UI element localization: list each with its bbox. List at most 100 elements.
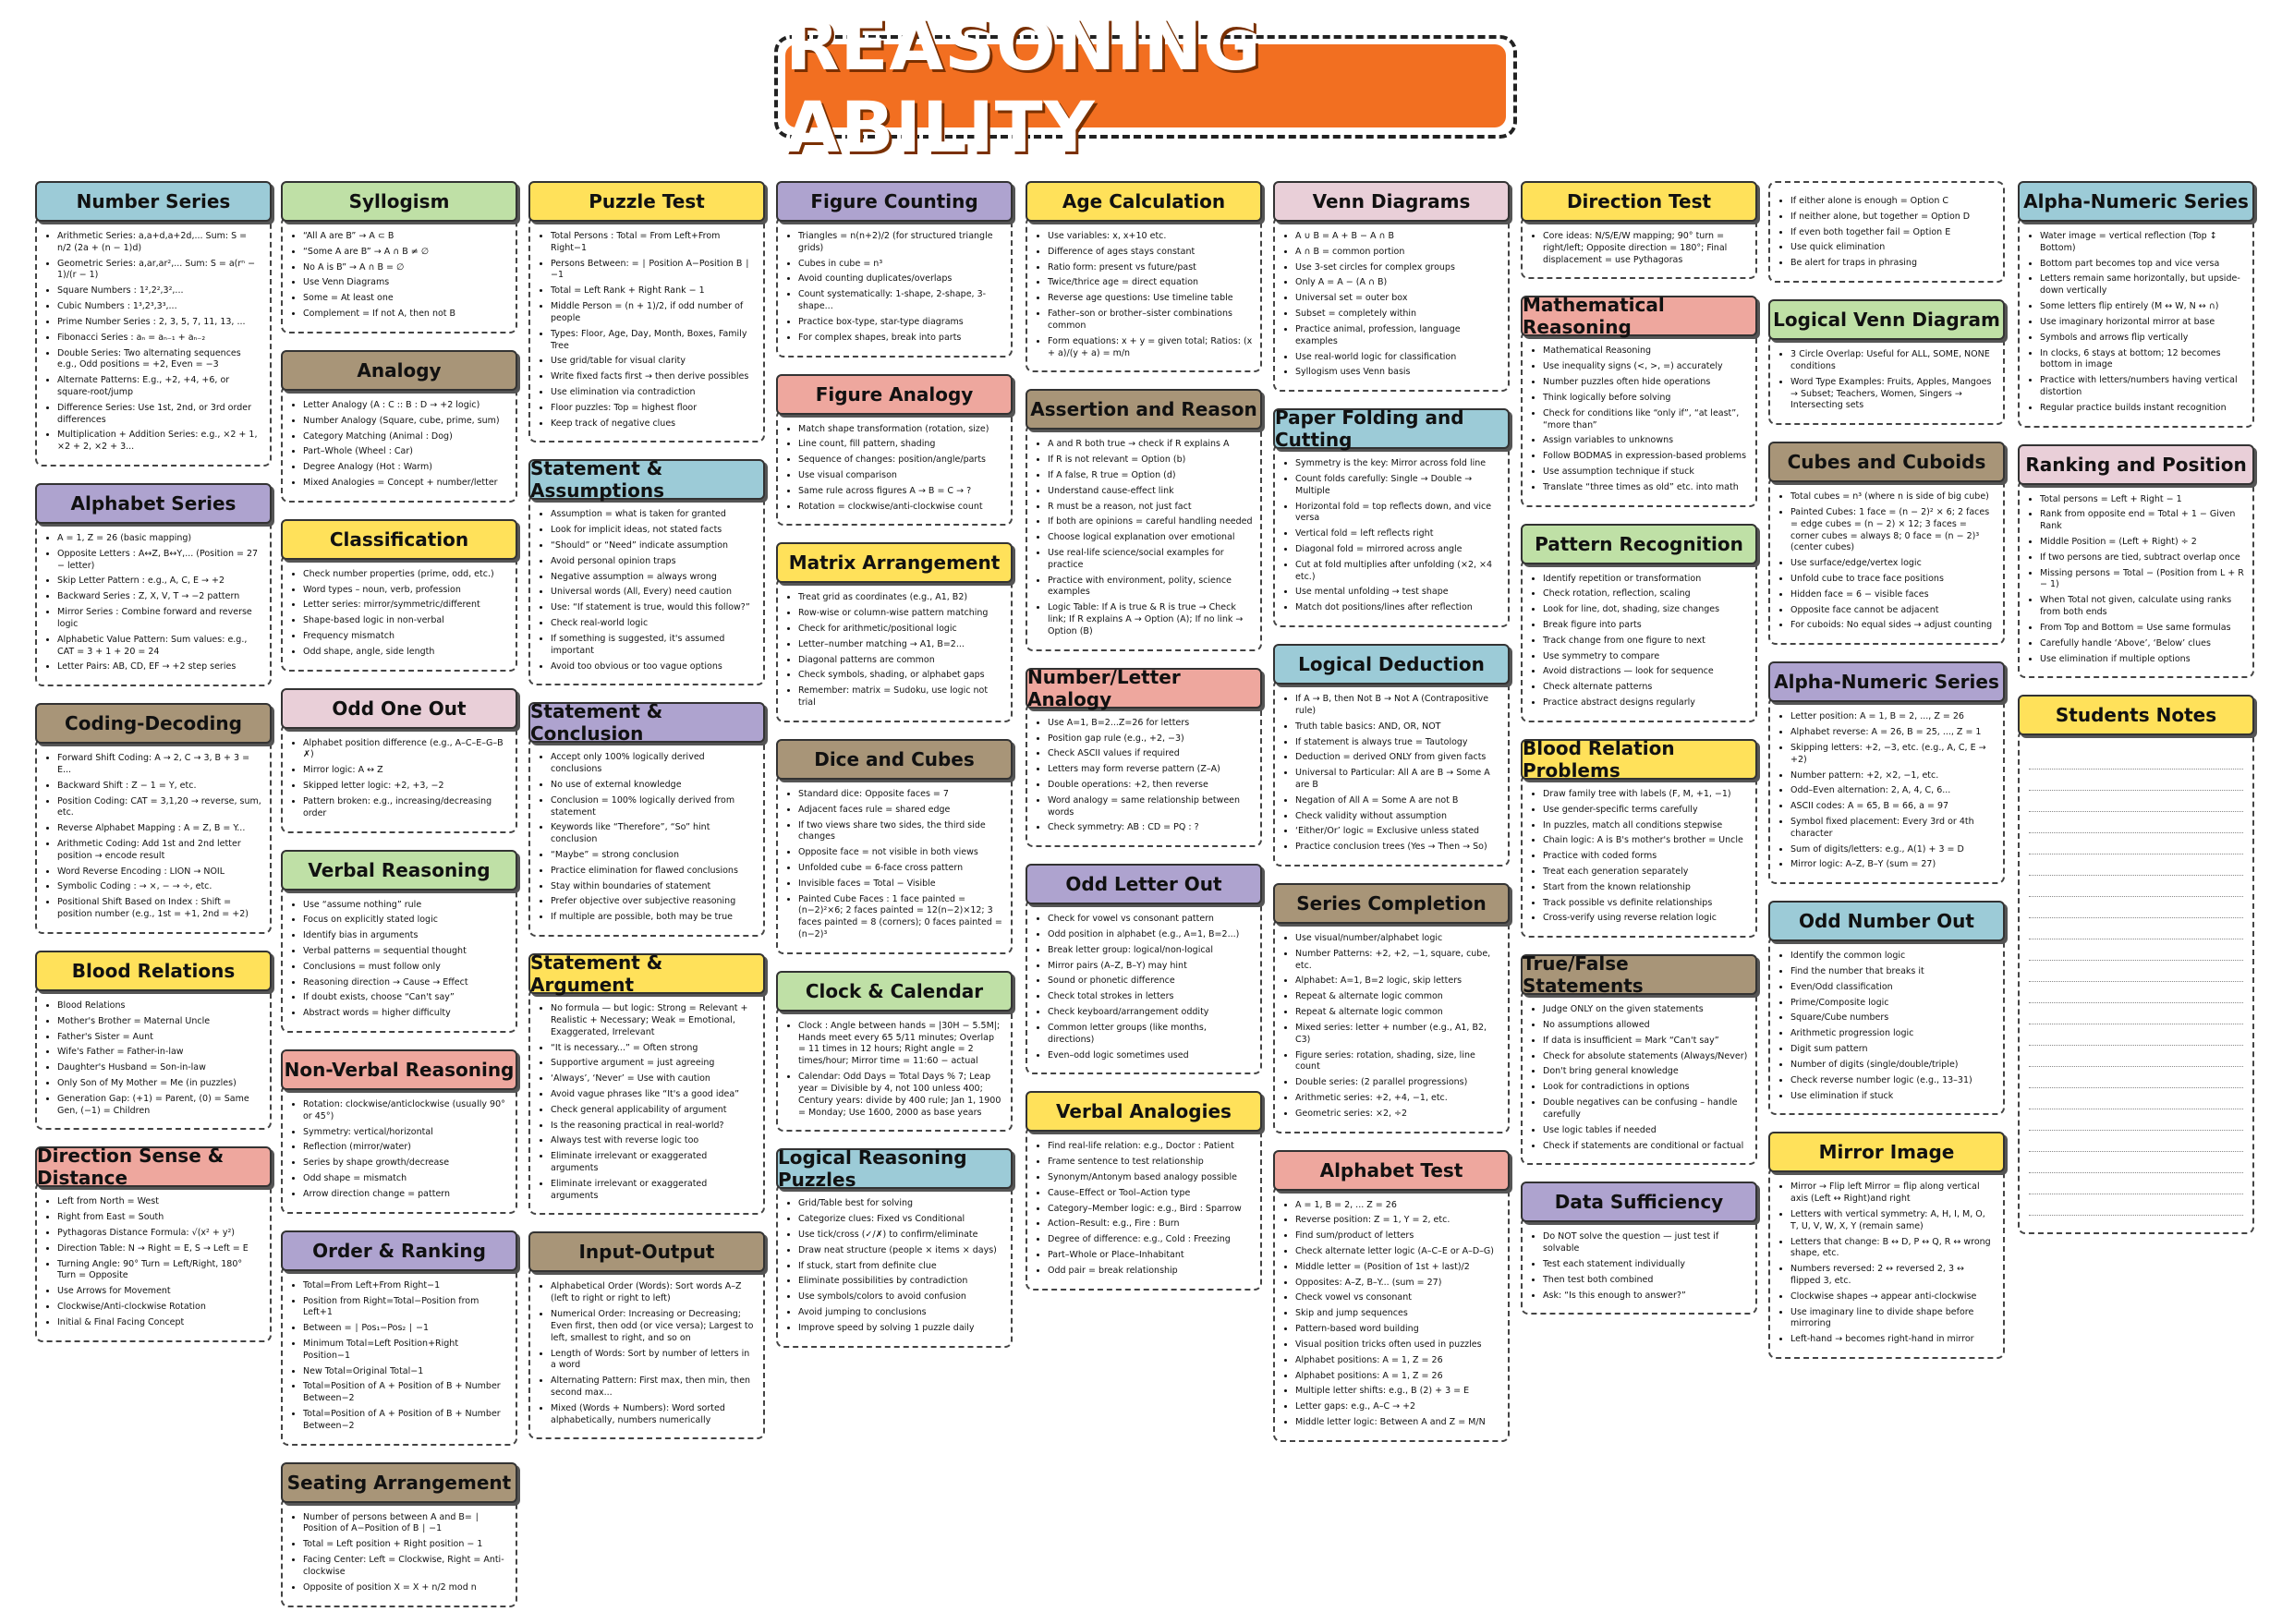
bullet-item: Check for conditions like “only if”, “at… [1543, 408, 1748, 432]
bullet-item: Letter Pairs: AB, CD, EF → +2 step serie… [57, 661, 262, 673]
bullet-item: Check total strokes in letters [1048, 991, 1253, 1003]
bullet-item: Identify the common logic [1790, 951, 1996, 963]
bullet-list: Mathematical Reasoning Use inequality sig… [1530, 345, 1748, 493]
bullet-item: Think logically before solving [1543, 393, 1748, 405]
note-line[interactable] [2029, 1024, 2243, 1047]
bullet-item: Left-hand → becomes right-hand in mirror [1790, 1334, 1996, 1346]
section-body: Letter Analogy (A : C :: B : D → +2 logi… [281, 384, 517, 503]
bullet-item: Negation of All A = Some A are not B [1295, 795, 1500, 807]
bullet-item: Number Patterns: +2, +2, −1, square, cub… [1295, 949, 1500, 973]
bullet-list: Alphabet position difference (e.g., A–C–… [290, 738, 508, 820]
bullet-item: Is the reasoning practical in real-world… [551, 1121, 756, 1133]
note-line[interactable] [2029, 939, 2243, 962]
bullet-list: 3 Circle Overlap: Useful for ALL, SOME, … [1778, 349, 1996, 412]
section-body: Use “assume nothing” rule Focus on explic… [281, 884, 517, 1033]
bullet-item: Painted Cube Faces : 1 face painted = (n… [798, 894, 1003, 941]
section-body: Forward Shift Coding: A → 2, C → 3, B + … [35, 738, 272, 934]
bullet-item: If two persons are tied, subtract overla… [2040, 552, 2245, 564]
note-line[interactable] [2029, 791, 2243, 813]
bullet-item: Multiplication + Addition Series: e.g., … [57, 430, 262, 454]
section-title: Alphabet Test [1273, 1149, 1510, 1191]
bullet-item: Check number properties (prime, odd, etc… [303, 569, 508, 581]
bullet-list: Identify the common logic Find the number… [1778, 951, 1996, 1102]
bullet-item: ASCII codes: A = 65, B = 66, a = 97 [1790, 801, 1996, 813]
section-card: Order & Ranking Total=From Left+From Righ… [281, 1230, 517, 1446]
note-line[interactable] [2029, 1173, 2243, 1195]
note-line[interactable] [2029, 1109, 2243, 1132]
bullet-item: Forward Shift Coding: A → 2, C → 3, B + … [57, 753, 262, 777]
section-body: Find real-life relation: e.g., Doctor : … [1026, 1126, 1262, 1291]
bullet-item: Logic Table: If A is true & R is true → … [1048, 602, 1253, 637]
bullet-list: Standard dice: Opposite faces = 7 Adjacen… [785, 789, 1003, 941]
section-title: Direction Test [1521, 181, 1757, 222]
bullet-item: Alternate Patterns: E.g., +2, +4, +6, or… [57, 375, 262, 399]
section-title: Venn Diagrams [1273, 181, 1510, 222]
bullet-item: Chain logic: A is B's mother's brother =… [1543, 835, 1748, 847]
note-line[interactable] [2029, 1088, 2243, 1110]
note-line[interactable] [2029, 854, 2243, 877]
bullet-item: Triangles = n(n+2)/2 (for structured tri… [798, 231, 1003, 255]
bullet-item: Use imaginary line to divide shape befor… [1790, 1307, 1996, 1331]
section-title: Number/Letter Analogy [1026, 666, 1262, 710]
section-card: Venn Diagrams A ∪ B = A + B − A ∩ B A ∩ B … [1273, 181, 1510, 393]
bullet-item: If stuck, start from definite clue [798, 1261, 1003, 1273]
section-card: Alpha-Numeric Series Letter position: A =… [1768, 661, 2005, 885]
page-title: REASONING ABILITY [785, 4, 1262, 168]
section-body: Blood Relations Mother's Brother = Matern… [35, 985, 272, 1131]
note-line[interactable] [2029, 1046, 2243, 1068]
bullet-item: Left from North = West [57, 1196, 262, 1208]
section-card: Cubes and Cuboids Total cubes = n³ (where… [1768, 442, 2005, 646]
bullet-item: Father's Sister = Aunt [57, 1032, 262, 1044]
bullet-item: Alphabet positions: A = 1, Z = 26 [1295, 1355, 1500, 1367]
section-title: Input-Output [528, 1231, 765, 1273]
note-line[interactable] [2029, 770, 2243, 792]
section-body: Assumption = what is taken for granted Lo… [528, 494, 765, 686]
bullet-list: Letter position: A = 1, B = 2, ..., Z = … [1778, 711, 1996, 871]
bullet-item: Frame sentence to test relationship [1048, 1157, 1253, 1169]
bullet-item: Break letter group: logical/non-logical [1048, 945, 1253, 957]
note-line[interactable] [2029, 918, 2243, 940]
note-line[interactable] [2029, 748, 2243, 770]
note-line[interactable] [2029, 876, 2243, 898]
bullet-item: Assign variables to unknowns [1543, 435, 1748, 447]
note-line[interactable] [2029, 1003, 2243, 1025]
bullet-list: Rotation: clockwise/anticlockwise (usual… [290, 1099, 508, 1201]
section-card: Logical Venn Diagram 3 Circle Overlap: Us… [1768, 299, 2005, 426]
bullet-item: Use elimination if multiple options [2040, 654, 2245, 666]
section-title: Figure Analogy [776, 373, 1013, 415]
section-title: Alpha-Numeric Series [1768, 661, 2005, 703]
note-line[interactable] [2029, 1152, 2243, 1174]
note-line[interactable] [2029, 1131, 2243, 1153]
bullet-item: Twice/thrice age = direct equation [1048, 277, 1253, 289]
notes-area[interactable] [2018, 730, 2254, 1235]
note-line[interactable] [2029, 1067, 2243, 1089]
bullet-item: Cut at fold multiplies after unfolding (… [1295, 560, 1500, 584]
bullet-item: Look for line, dot, shading, size change… [1543, 604, 1748, 616]
note-line[interactable] [2029, 897, 2243, 919]
section-card: Figure Analogy Match shape transformation… [776, 373, 1013, 527]
note-line[interactable] [2029, 833, 2243, 855]
bullet-list: Treat grid as coordinates (e.g., A1, B2)… [785, 592, 1003, 709]
bullet-item: Use tick/cross (✓/✗) to confirm/eliminat… [798, 1230, 1003, 1242]
title-plate: REASONING ABILITY [785, 4, 1506, 168]
bullet-item: Rotation = clockwise/anti-clockwise coun… [798, 502, 1003, 514]
section-card: Alpha-Numeric Series Water image = vertic… [2018, 181, 2254, 428]
section-card: Assertion and Reason A and R both true → … [1026, 389, 1262, 651]
bullet-item: Improve speed by solving 1 puzzle daily [798, 1323, 1003, 1335]
note-line[interactable] [2029, 812, 2243, 834]
bullet-item: Pythagoras Distance Formula: √(x² + y²) [57, 1228, 262, 1240]
bullet-item: Pattern broken: e.g., increasing/decreas… [303, 796, 508, 820]
note-line[interactable] [2029, 961, 2243, 983]
bullet-item: Letters that change: B ↔ D, P ↔ Q, R ↔ w… [1790, 1237, 1996, 1261]
bullet-item: Check rotation, reflection, scaling [1543, 588, 1748, 600]
section-card: Statement & Conclusion Accept only 100% l… [528, 700, 765, 938]
bullet-item: Practice with environment, polity, scien… [1048, 576, 1253, 600]
section-body: Triangles = n(n+2)/2 (for structured tri… [776, 216, 1013, 358]
bullet-item: Truth table basics: AND, OR, NOT [1295, 721, 1500, 733]
note-line[interactable] [2029, 1194, 2243, 1217]
bullet-item: Row-wise or column-wise pattern matching [798, 608, 1003, 620]
note-line[interactable] [2029, 982, 2243, 1004]
section-title: Statement & Argument [528, 951, 765, 996]
bullet-item: Use elimination if stuck [1790, 1091, 1996, 1103]
bullet-item: Some = At least one [303, 293, 508, 305]
